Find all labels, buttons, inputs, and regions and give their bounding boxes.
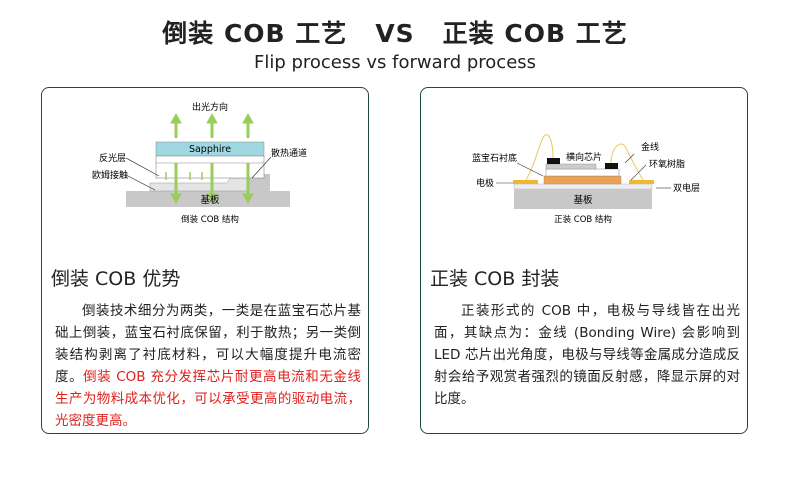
diagram-caption: 倒装 COB 结构 xyxy=(181,214,239,225)
forward-heading: 正装 COB 封装 xyxy=(430,268,560,290)
flip-description: 倒装技术细分为两类，一类是在蓝宝石芯片基础上倒装，蓝宝石衬底保留，利于散热；另一… xyxy=(55,300,361,432)
flip-diagram: 出光方向 Sapphire 反光层 欧姆接触 散热通道 基板 倒装 COB 结构 xyxy=(92,101,307,225)
substrate-label: 基板 xyxy=(200,194,220,206)
title-vs: VS xyxy=(375,19,415,48)
diagram-caption: 正装 COB 结构 xyxy=(554,214,612,225)
forward-card: 蓝宝石衬底 横向芯片 金线 环氧树脂 电极 双电层 基板 正装 COB 结构 正… xyxy=(420,87,748,434)
flip-highlight: 倒装 COB 充分发挥芯片耐更高电流和无金线生产为物料成本优化，可以承受更高的驱… xyxy=(55,369,362,429)
sapphire-substrate-label: 蓝宝石衬底 xyxy=(472,152,517,164)
forward-description: 正装形式的 COB 中，电极与导线皆在出光面，其缺点为：金线 (Bonding … xyxy=(434,303,740,407)
flip-text: 倒装技术细分为两类，一类是在蓝宝石芯片基础上倒装，蓝宝石衬底保留，利于散热；另一… xyxy=(55,303,361,385)
double-layer-label: 双电层 xyxy=(673,182,700,194)
flip-card: 出光方向 Sapphire 反光层 欧姆接触 散热通道 基板 倒装 COB 结构… xyxy=(41,87,369,434)
page-title: 倒装 COB 工艺 VS 正装 COB 工艺 xyxy=(0,14,790,50)
flip-heading: 倒装 COB 优势 xyxy=(51,268,181,290)
substrate-label: 基板 xyxy=(573,194,593,206)
reflect-label: 反光层 xyxy=(99,152,126,164)
chip-label: 横向芯片 xyxy=(566,151,602,163)
light-direction-label: 出光方向 xyxy=(192,101,228,113)
page-subtitle: Flip process vs forward process xyxy=(253,52,537,73)
electrode-label: 电极 xyxy=(476,177,494,189)
title-left: 倒装 COB 工艺 xyxy=(162,19,348,48)
heat-label: 散热通道 xyxy=(271,147,307,159)
gold-wire-label: 金线 xyxy=(641,141,659,153)
forward-diagram: 蓝宝石衬底 横向芯片 金线 环氧树脂 电极 双电层 基板 正装 COB 结构 xyxy=(472,134,700,225)
ohmic-label: 欧姆接触 xyxy=(92,169,128,181)
title-right: 正装 COB 工艺 xyxy=(442,19,628,48)
epoxy-label: 环氧树脂 xyxy=(649,158,685,170)
sapphire-label: Sapphire xyxy=(189,144,231,155)
